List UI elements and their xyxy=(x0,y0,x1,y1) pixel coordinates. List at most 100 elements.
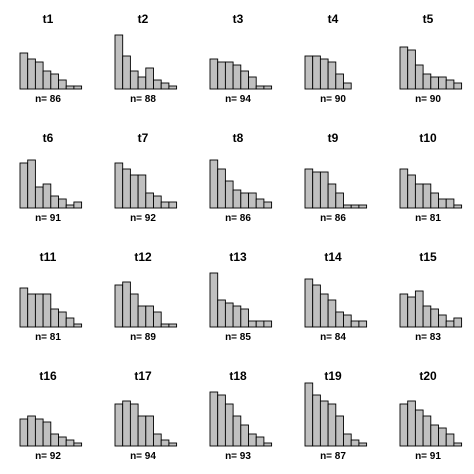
histogram-bar xyxy=(422,183,432,209)
histogram-bar xyxy=(168,201,178,209)
histogram-bar xyxy=(58,436,67,447)
histogram-panel: t16 n= 92 xyxy=(19,369,83,462)
histogram-bar xyxy=(414,290,424,328)
histogram-bar xyxy=(248,192,257,209)
histogram-bar xyxy=(445,79,455,90)
panel-title: t3 xyxy=(233,12,244,26)
histogram-bar xyxy=(129,293,139,328)
histogram-bar xyxy=(438,76,447,90)
histogram-bar xyxy=(160,323,170,328)
sample-size-label: n= 87 xyxy=(320,451,346,462)
histogram-bar xyxy=(34,61,44,90)
sample-size-label: n= 81 xyxy=(415,213,441,224)
histogram-bar xyxy=(209,58,219,90)
histogram-bar xyxy=(137,76,147,90)
panel-title: t9 xyxy=(328,131,339,145)
histogram-bar xyxy=(209,159,219,209)
histogram-bar xyxy=(42,70,52,90)
histogram-bar xyxy=(430,76,439,90)
histogram-bar xyxy=(114,34,124,90)
histogram-bar xyxy=(399,293,409,328)
histogram-bar xyxy=(407,174,416,209)
histogram-bar xyxy=(65,204,75,209)
panel-title: t4 xyxy=(328,12,339,26)
panel-title: t11 xyxy=(40,250,57,264)
histogram-bar xyxy=(453,317,463,328)
histogram-panel: t11 n= 81 xyxy=(19,250,83,343)
histogram-bar xyxy=(312,55,321,90)
histogram-bar xyxy=(312,394,321,447)
histogram-bar xyxy=(304,382,314,447)
histogram-bar xyxy=(27,293,36,328)
histogram-bar xyxy=(430,308,439,328)
histogram-bar xyxy=(422,305,432,328)
histogram-panel: t10 n= 81 xyxy=(399,131,463,224)
histogram-bar xyxy=(19,287,29,328)
histogram-bar xyxy=(422,73,432,90)
panel-title: t19 xyxy=(324,369,342,383)
histogram-bar xyxy=(58,311,67,328)
panel-title: t6 xyxy=(43,131,54,145)
sample-size-label: n= 93 xyxy=(225,451,251,462)
histogram-panel: t9 n= 86 xyxy=(304,131,368,224)
histogram-bar xyxy=(407,296,416,328)
histogram-bar xyxy=(414,183,424,209)
sample-size-label: n= 86 xyxy=(225,213,251,224)
histogram-panel: t3 n= 94 xyxy=(209,12,273,105)
histogram-bar xyxy=(304,55,314,90)
histogram-bar xyxy=(399,46,409,90)
histogram-bar xyxy=(232,189,242,209)
histogram-bar xyxy=(248,433,257,447)
histogram-bar xyxy=(327,403,337,447)
histogram-bar xyxy=(414,64,424,90)
histogram-bar xyxy=(73,442,83,447)
histogram-bar xyxy=(50,308,59,328)
histogram-bar xyxy=(263,201,273,209)
panel-title: t5 xyxy=(423,12,434,26)
histogram-panel: t14 n= 84 xyxy=(304,250,368,343)
panel-title: t17 xyxy=(134,369,152,383)
histogram-bar xyxy=(327,61,337,90)
sample-size-label: n= 90 xyxy=(415,94,441,105)
sample-size-label: n= 91 xyxy=(35,213,61,224)
histogram-bar xyxy=(453,442,463,447)
histogram-bar xyxy=(232,415,242,447)
histogram-bar xyxy=(319,171,329,209)
sample-size-label: n= 85 xyxy=(225,332,251,343)
histogram-bar xyxy=(145,67,154,90)
sample-size-label: n= 89 xyxy=(130,332,156,343)
histogram-bar xyxy=(168,323,178,328)
histogram-bar xyxy=(248,76,257,90)
histogram-bar xyxy=(73,323,83,328)
sample-size-label: n= 92 xyxy=(35,451,61,462)
histogram-bar xyxy=(153,195,162,209)
histogram-bar xyxy=(34,293,44,328)
histogram-panel: t5 n= 90 xyxy=(399,12,463,105)
histogram-bar xyxy=(145,192,154,209)
histogram-bar xyxy=(209,272,219,328)
histogram-bar xyxy=(224,302,234,328)
histogram-bar xyxy=(248,320,257,328)
histogram-bar xyxy=(145,305,154,328)
histogram-panel: t13 n= 85 xyxy=(209,250,273,343)
histogram-bar xyxy=(34,418,44,447)
histogram-bar xyxy=(168,442,178,447)
histogram-bar xyxy=(160,439,170,447)
histogram-bar xyxy=(217,394,226,447)
histogram-bar xyxy=(224,61,234,90)
sample-size-label: n= 86 xyxy=(35,94,61,105)
histogram-bar xyxy=(19,418,29,447)
histogram-panel: t1 n= 86 xyxy=(19,12,83,105)
histogram-panel: t20 n= 91 xyxy=(399,369,463,462)
histogram-bar xyxy=(327,183,337,209)
histogram-bar xyxy=(312,284,321,328)
histogram-bar xyxy=(27,58,36,90)
panel-title: t18 xyxy=(229,369,247,383)
histogram-bar xyxy=(343,433,352,447)
histogram-bar xyxy=(335,192,344,209)
histogram-bar xyxy=(122,55,131,90)
histogram-bar xyxy=(414,409,424,447)
histogram-bar xyxy=(255,320,265,328)
histogram-bar xyxy=(438,314,447,328)
histogram-bar xyxy=(327,299,337,328)
